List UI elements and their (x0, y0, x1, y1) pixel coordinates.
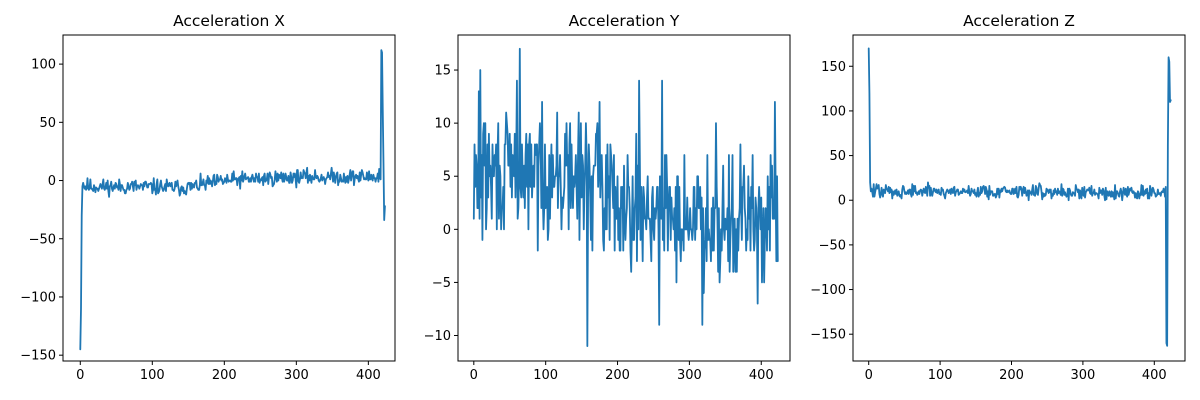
y-tick-label: −100 (810, 283, 846, 298)
y-tick-label: 15 (434, 64, 451, 79)
x-tick-label: 200 (605, 368, 630, 383)
y-tick-label: 0 (443, 223, 451, 238)
series-line-1 (867, 47, 1172, 347)
x-tick-label: 300 (284, 368, 309, 383)
y-tick-label: 50 (39, 116, 56, 131)
x-tick-label: 100 (533, 368, 558, 383)
y-tick-label: −10 (424, 329, 451, 344)
x-tick-label: 400 (749, 368, 774, 383)
x-tick-label: 300 (677, 368, 702, 383)
y-tick-label: −150 (20, 349, 56, 364)
axes-frame (62, 34, 396, 362)
x-tick-label: 0 (76, 368, 84, 383)
chart-panel-3: Acceleration Z 0 100 200 300 400 −150 −100 −50 0 5… (810, 12, 1186, 383)
x-tick-label: 0 (470, 368, 478, 383)
x-tick-label: 200 (999, 368, 1024, 383)
y-tick-label: 100 (821, 104, 846, 119)
series-line-1 (79, 49, 386, 351)
x-tick-label: 300 (1070, 368, 1095, 383)
axes-frame (852, 34, 1186, 362)
y-tick-label: 100 (31, 58, 56, 73)
x-tick-label: 100 (140, 368, 165, 383)
y-tick-label: −100 (20, 290, 56, 305)
y-tick-label: 150 (821, 60, 846, 75)
y-tick-label: 10 (434, 117, 451, 132)
chart-title: Acceleration X (173, 12, 285, 30)
y-tick-label: 50 (829, 149, 846, 164)
x-tick-label: 400 (356, 368, 381, 383)
series-line-1 (472, 47, 779, 348)
chart-panel-2: Acceleration Y 0 100 200 300 400 −10 −5 0 5 10 15 (424, 12, 791, 383)
x-tick-label: 400 (1142, 368, 1167, 383)
y-tick-label: 0 (838, 194, 846, 209)
x-tick-label: 200 (212, 368, 237, 383)
chart-panel-1: Acceleration X 0 100 200 300 400 −150 −100 −50 0 5… (20, 12, 396, 383)
y-tick-label: −50 (29, 232, 56, 247)
y-tick-label: 5 (443, 170, 451, 185)
y-tick-label: −5 (432, 276, 451, 291)
y-tick-label: 0 (48, 174, 56, 189)
y-tick-label: −150 (810, 328, 846, 343)
axes-frame (457, 34, 791, 362)
chart-title: Acceleration Y (569, 12, 680, 30)
x-tick-label: 0 (865, 368, 873, 383)
chart-title: Acceleration Z (963, 12, 1075, 30)
y-tick-label: −50 (819, 238, 846, 253)
x-tick-label: 100 (928, 368, 953, 383)
